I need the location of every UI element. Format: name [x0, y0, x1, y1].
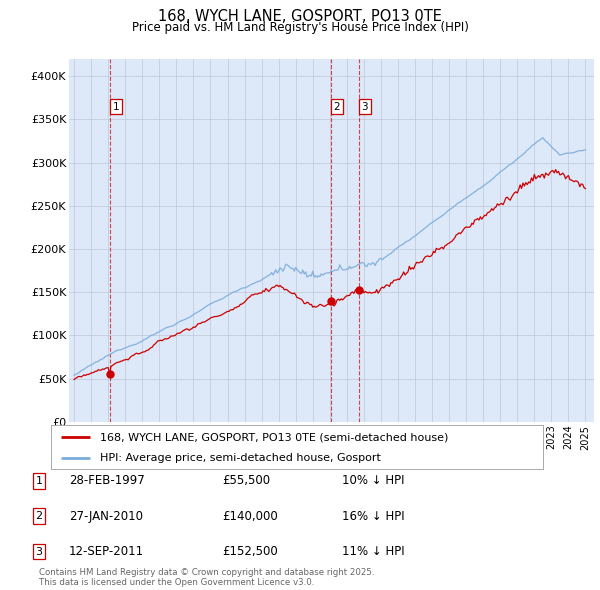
Text: 27-JAN-2010: 27-JAN-2010: [69, 510, 143, 523]
Text: 3: 3: [361, 101, 368, 112]
Text: 1: 1: [35, 476, 43, 486]
Text: 12-SEP-2011: 12-SEP-2011: [69, 545, 144, 558]
Text: 28-FEB-1997: 28-FEB-1997: [69, 474, 145, 487]
Text: £140,000: £140,000: [222, 510, 278, 523]
Text: 3: 3: [35, 547, 43, 556]
Text: 16% ↓ HPI: 16% ↓ HPI: [342, 510, 404, 523]
Text: 168, WYCH LANE, GOSPORT, PO13 0TE: 168, WYCH LANE, GOSPORT, PO13 0TE: [158, 9, 442, 24]
Text: £152,500: £152,500: [222, 545, 278, 558]
Text: HPI: Average price, semi-detached house, Gosport: HPI: Average price, semi-detached house,…: [100, 453, 381, 463]
Text: £55,500: £55,500: [222, 474, 270, 487]
Text: Price paid vs. HM Land Registry's House Price Index (HPI): Price paid vs. HM Land Registry's House …: [131, 21, 469, 34]
Text: 1: 1: [113, 101, 119, 112]
Text: 2: 2: [35, 512, 43, 521]
Text: Contains HM Land Registry data © Crown copyright and database right 2025.
This d: Contains HM Land Registry data © Crown c…: [39, 568, 374, 587]
Text: 2: 2: [334, 101, 340, 112]
Text: 10% ↓ HPI: 10% ↓ HPI: [342, 474, 404, 487]
Text: 11% ↓ HPI: 11% ↓ HPI: [342, 545, 404, 558]
Text: 168, WYCH LANE, GOSPORT, PO13 0TE (semi-detached house): 168, WYCH LANE, GOSPORT, PO13 0TE (semi-…: [100, 432, 449, 442]
